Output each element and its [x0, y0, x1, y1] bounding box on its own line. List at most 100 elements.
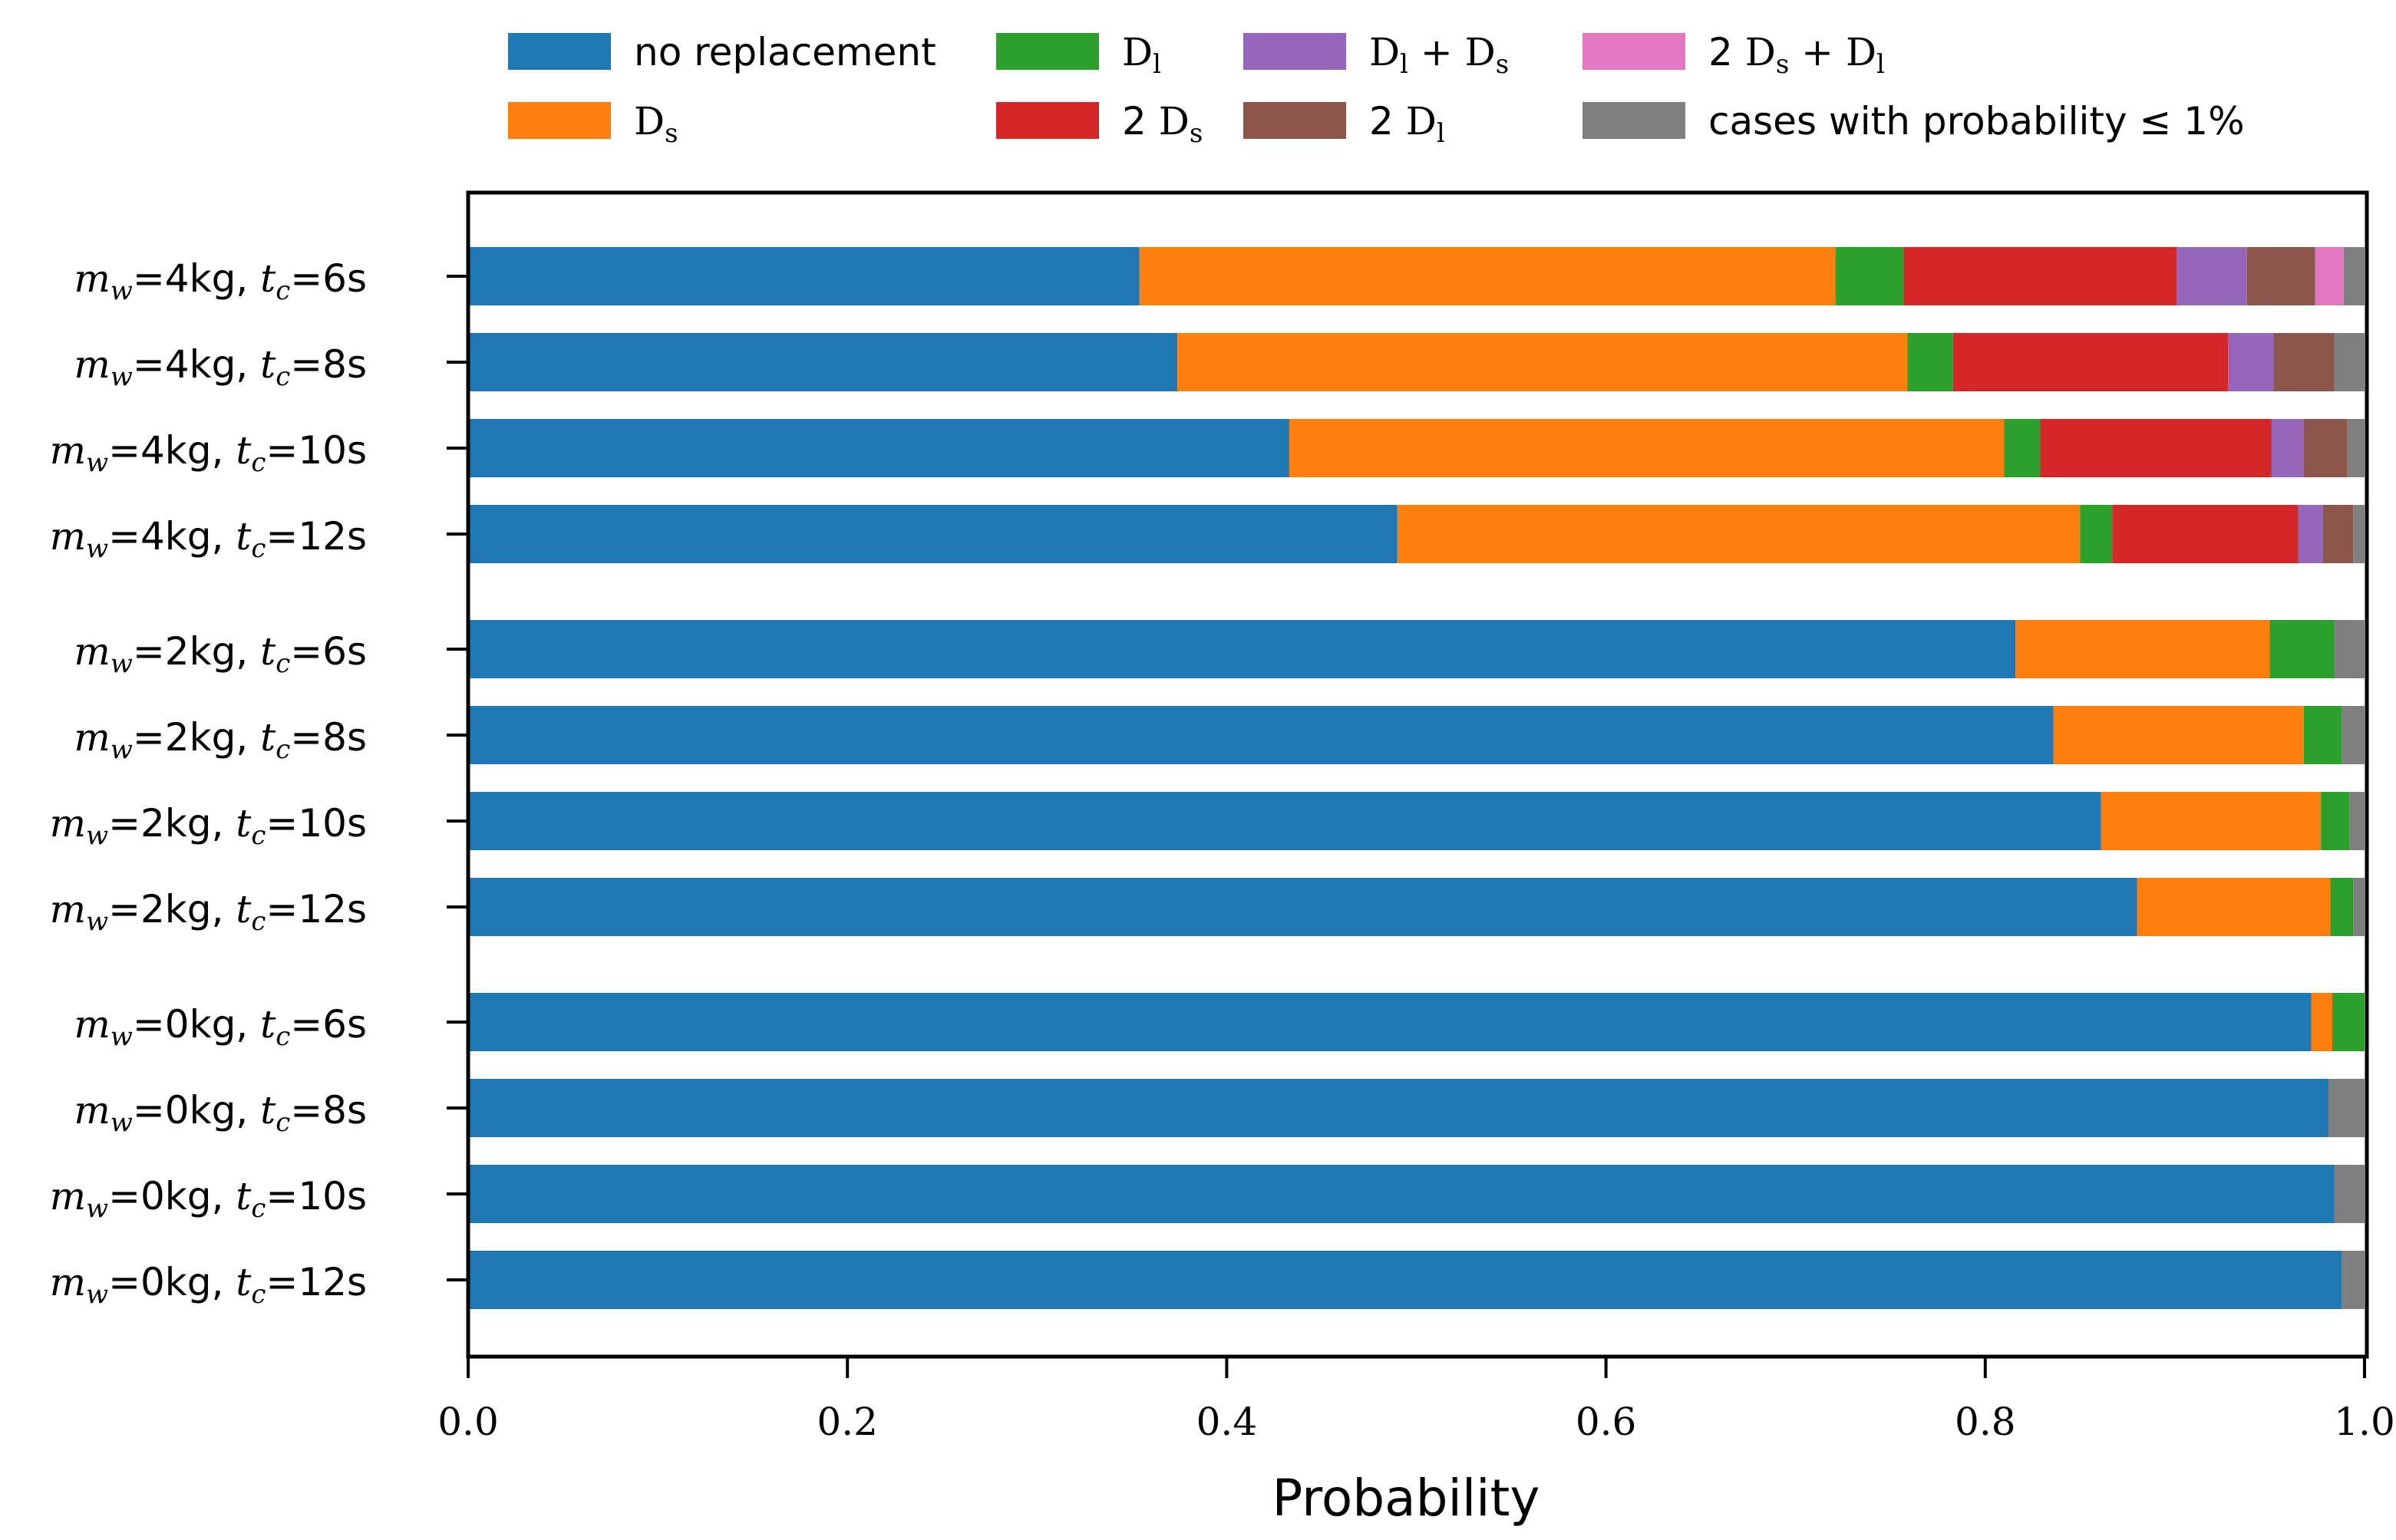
legend-label: Ds — [634, 99, 678, 149]
x-tick-label: 0.4 — [1196, 1400, 1258, 1444]
legend-label: Dl — [1122, 30, 1161, 80]
bar-4kg-6s-dlds — [2177, 247, 2247, 305]
bar-4kg-8s-dl — [1907, 333, 1953, 391]
legend-label: 2 Ds — [1122, 99, 1203, 149]
bar-2kg-10s-rest — [2349, 792, 2365, 850]
bar-2kg-8s-dl — [2303, 706, 2342, 764]
bar-4kg-12s-2ds — [2112, 505, 2299, 563]
legend-item-2ds: 2 Ds — [996, 99, 1203, 149]
legend-item-ds: Ds — [508, 99, 678, 149]
plot-area-frame — [466, 190, 2369, 1359]
bar-4kg-12s-dl — [2080, 505, 2113, 563]
bar-2kg-6s-none — [468, 620, 2016, 678]
legend-label: cases with probability ≤ 1% — [1708, 99, 2245, 143]
bar-2kg-10s-none — [468, 792, 2101, 850]
bar-4kg-10s-dlds — [2271, 419, 2304, 477]
bar-4kg-8s-dlds — [2228, 333, 2274, 391]
bar-2kg-6s-dl — [2269, 620, 2335, 678]
bar-2kg-6s-ds — [2015, 620, 2270, 678]
y-tick-label: mw=0kg, tc=6s — [74, 1002, 367, 1052]
legend-swatch — [996, 33, 1099, 70]
bar-4kg-10s-ds — [1289, 419, 2005, 477]
bar-4kg-10s-none — [468, 419, 1289, 477]
y-tick-label: mw=2kg, tc=6s — [74, 629, 367, 679]
y-tick-label: mw=4kg, tc=8s — [74, 342, 367, 392]
bar-4kg-8s-none — [468, 333, 1178, 391]
legend-swatch — [996, 102, 1099, 139]
bar-4kg-8s-2dl — [2273, 333, 2335, 391]
y-tick-label: mw=2kg, tc=8s — [74, 715, 367, 765]
bar-2kg-12s-none — [468, 878, 2137, 936]
legend-swatch — [508, 33, 611, 70]
bar-0kg-12s-rest — [2342, 1251, 2365, 1309]
bar-0kg-10s-rest — [2334, 1165, 2365, 1223]
bar-2kg-6s-rest — [2334, 620, 2365, 678]
bar-4kg-12s-rest — [2353, 505, 2365, 563]
legend-item-dl: Dl — [996, 30, 1161, 80]
y-tick-label: mw=2kg, tc=10s — [50, 801, 367, 851]
x-tick-label: 0.6 — [1576, 1400, 1637, 1444]
legend: no replacement Ds Dl 2 Ds Dl + Ds 2 Dl 2 Ds + … — [508, 30, 2245, 149]
bar-2kg-10s-dl — [2321, 792, 2350, 850]
y-tick-label: mw=0kg, tc=12s — [50, 1260, 367, 1310]
legend-item-2dl: 2 Dl — [1243, 99, 1445, 149]
y-tick-label: mw=0kg, tc=10s — [50, 1174, 367, 1224]
legend-label: 2 Ds + Dl — [1708, 30, 1885, 80]
bar-4kg-6s-ds — [1139, 247, 1836, 305]
bars — [468, 247, 2365, 1309]
y-tick-label: mw=2kg, tc=12s — [50, 887, 367, 937]
x-tick-label: 0.8 — [1955, 1400, 2016, 1444]
legend-swatch — [508, 102, 611, 139]
legend-item-none: no replacement — [508, 30, 936, 74]
bar-2kg-12s-rest — [2353, 878, 2365, 936]
legend-swatch — [1243, 33, 1346, 70]
y-tick-label: mw=0kg, tc=8s — [74, 1088, 367, 1138]
bar-2kg-8s-ds — [2053, 706, 2304, 764]
legend-label: 2 Dl — [1369, 99, 1445, 149]
bar-2kg-12s-dl — [2330, 878, 2354, 936]
bar-0kg-8s-rest — [2328, 1079, 2365, 1137]
bar-4kg-12s-ds — [1397, 505, 2081, 563]
legend-item-2dsdl: 2 Ds + Dl — [1582, 30, 1885, 80]
bar-0kg-6s-ds — [2311, 993, 2332, 1051]
bar-2kg-10s-ds — [2101, 792, 2322, 850]
bar-4kg-10s-rest — [2347, 419, 2365, 477]
legend-swatch — [1243, 102, 1346, 139]
bar-4kg-8s-rest — [2334, 333, 2365, 391]
bar-4kg-6s-2dsdl — [2315, 247, 2344, 305]
legend-label: Dl + Ds — [1369, 30, 1509, 80]
x-axis: 0.0 0.2 0.4 0.6 0.8 1.0 — [437, 1357, 2395, 1444]
legend-label: no replacement — [634, 30, 936, 74]
legend-swatch — [1582, 102, 1685, 139]
bar-4kg-6s-dl — [1835, 247, 1904, 305]
bar-4kg-6s-none — [468, 247, 1140, 305]
bar-0kg-12s-none — [468, 1251, 2342, 1309]
bar-4kg-10s-2ds — [2040, 419, 2272, 477]
y-tick-label: mw=4kg, tc=10s — [50, 428, 367, 478]
x-axis-label: Probability — [1272, 1469, 1540, 1528]
bar-0kg-6s-dl — [2332, 993, 2365, 1051]
bar-4kg-6s-rest — [2343, 247, 2365, 305]
bar-4kg-12s-2dl — [2322, 505, 2354, 563]
bar-4kg-12s-none — [468, 505, 1398, 563]
x-tick-label: 0.2 — [817, 1400, 878, 1444]
bar-2kg-8s-rest — [2342, 706, 2365, 764]
legend-swatch — [1582, 33, 1685, 70]
bar-2kg-12s-ds — [2137, 878, 2331, 936]
x-tick-label: 1.0 — [2334, 1400, 2395, 1444]
legend-item-dlds: Dl + Ds — [1243, 30, 1509, 80]
bar-4kg-8s-2ds — [1952, 333, 2229, 391]
legend-item-rest: cases with probability ≤ 1% — [1582, 99, 2245, 143]
bar-4kg-6s-2ds — [1903, 247, 2177, 305]
x-tick-label: 0.0 — [437, 1400, 499, 1444]
bar-4kg-6s-2dl — [2246, 247, 2315, 305]
bar-4kg-10s-2dl — [2303, 419, 2348, 477]
bar-0kg-8s-none — [468, 1079, 2329, 1137]
bar-4kg-8s-ds — [1177, 333, 1908, 391]
bar-0kg-6s-none — [468, 993, 2312, 1051]
bar-4kg-10s-dl — [2004, 419, 2041, 477]
y-tick-label: mw=4kg, tc=12s — [50, 514, 367, 564]
y-tick-label: mw=4kg, tc=6s — [74, 256, 367, 306]
bar-0kg-10s-none — [468, 1165, 2335, 1223]
